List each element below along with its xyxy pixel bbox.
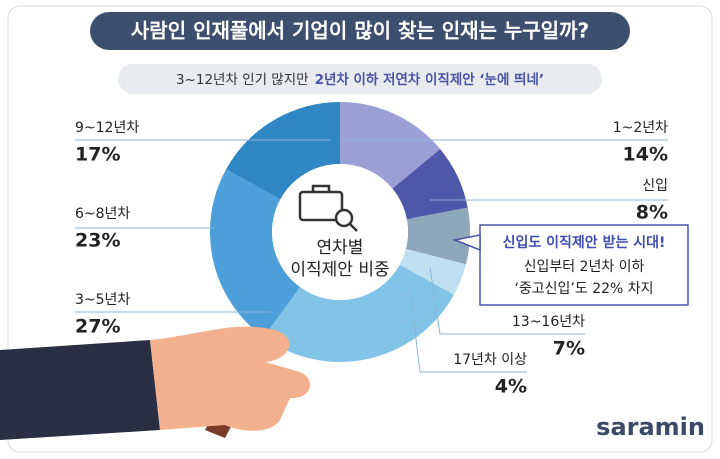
value-label: 7% <box>553 338 585 360</box>
subtitle-highlight: 2년차 이하 저연차 이직제안 ‘눈에 띄네’ <box>315 71 544 88</box>
leader-line <box>429 267 585 335</box>
value-label: 8% <box>636 202 668 224</box>
center-label: 연차별 <box>317 238 364 258</box>
donut-hole <box>272 164 408 300</box>
donut-slice <box>392 149 468 220</box>
value-label: 27% <box>75 316 120 338</box>
category-label: 17년차 이상 <box>453 352 527 368</box>
annotation-box <box>479 224 689 306</box>
donut <box>210 102 470 362</box>
brand-logo: saramin <box>596 413 705 441</box>
chart-title: 사람인 인재풀에서 기업이 많이 찾는 인재는 누구일까? <box>131 19 589 43</box>
annotation-title: 신입도 이직제안 받는 시대! <box>503 234 666 251</box>
donut-slice <box>226 102 340 200</box>
annotation-pointer <box>452 234 481 252</box>
donut-slice <box>340 102 441 189</box>
category-label: 13~16년차 <box>512 314 585 330</box>
subtitle-text: 3~12년차 인기 많지만 <box>176 72 309 88</box>
subtitle: 3~12년차 인기 많지만 2년차 이하 저연차 이직제안 ‘눈에 띄네’ <box>176 71 544 88</box>
title-pill <box>90 12 630 50</box>
value-label: 17% <box>75 144 120 166</box>
center-icon <box>298 184 358 232</box>
category-label: 6~8년차 <box>75 206 130 222</box>
subtitle-pill <box>118 64 602 94</box>
donut-slice <box>210 169 301 338</box>
category-label: 1~2년차 <box>613 120 668 136</box>
leader-line <box>409 289 527 373</box>
center-label: 이직제안 비중 <box>290 260 389 280</box>
annotation-line: ‘중고신입’도 22% 차지 <box>514 281 653 297</box>
donut-slice <box>399 248 466 295</box>
value-label: 4% <box>495 376 527 398</box>
annotation-line: 신입부터 2년차 이하 <box>524 259 645 275</box>
category-label: 3~5년차 <box>75 292 130 308</box>
value-label: 23% <box>75 230 120 252</box>
value-label: 14% <box>623 144 668 166</box>
donut-slice <box>405 207 470 265</box>
category-label: 신입 <box>642 178 668 194</box>
donut-slice <box>263 264 454 362</box>
category-label: 9~12년차 <box>75 120 139 136</box>
hand-illustration <box>0 326 311 440</box>
